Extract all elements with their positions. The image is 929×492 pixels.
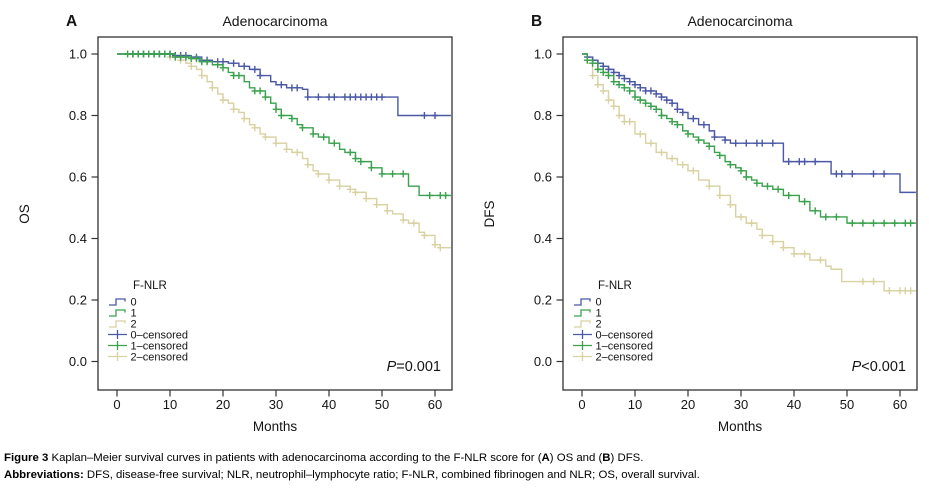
x-tick-label: 20 xyxy=(216,397,230,412)
legend-item-label: 0–censored xyxy=(131,330,189,342)
legend-plus-glyph xyxy=(572,352,592,361)
legend-step-glyph xyxy=(109,298,126,306)
legend-item-label: 2 xyxy=(595,319,601,331)
x-tick-label: 50 xyxy=(375,397,389,412)
y-tick-label: 1.0 xyxy=(533,47,551,62)
x-tick-label: 50 xyxy=(839,397,853,412)
y-tick-label: 0.4 xyxy=(533,231,551,246)
legend-step-glyph xyxy=(573,298,591,306)
x-tick-label: 60 xyxy=(892,397,906,412)
legend-plus-glyph xyxy=(108,330,127,339)
legend-item-label: 2–censored xyxy=(131,352,189,364)
legend-item-label: 2 xyxy=(131,319,137,331)
legend-step-glyph xyxy=(109,320,126,328)
legend-title: F-NLR xyxy=(598,280,632,292)
y-tick-label: 0.6 xyxy=(533,170,551,185)
censor-marks-2 xyxy=(588,72,914,295)
legend-step-glyph xyxy=(573,320,591,328)
censor-marks-0 xyxy=(583,53,887,178)
y-tick-label: 0.2 xyxy=(533,293,551,308)
censor-marks-1 xyxy=(124,50,449,199)
x-tick-label: 30 xyxy=(733,397,747,412)
y-tick-label: 0.0 xyxy=(533,354,551,369)
legend-item-label: 2–censored xyxy=(595,352,653,364)
caption-text: Kaplan–Meier survival curves in patients… xyxy=(51,452,542,464)
caption-text: ) DFS. xyxy=(610,452,644,464)
legend-step-glyph xyxy=(109,309,126,317)
panel-a: A Adenocarcinoma 0.0 0.2 0.4 0.6 0.8 1.0 0 10 20 30… xyxy=(0,0,465,442)
x-tick-label: 10 xyxy=(163,397,177,412)
caption-bold-text: A xyxy=(541,452,550,464)
caption-bold-text: Figure 3 xyxy=(4,452,52,464)
panel-label: B xyxy=(531,13,542,30)
y-tick-label: 0.6 xyxy=(69,170,87,185)
legend-step-glyph xyxy=(573,309,591,317)
x-tick-label: 10 xyxy=(627,397,641,412)
y-tick-label: 0.0 xyxy=(69,354,87,369)
km-curve-0 xyxy=(581,53,916,194)
y-tick-label: 0.2 xyxy=(69,293,87,308)
x-tick-label: 0 xyxy=(113,397,120,412)
y-tick-label: 0.8 xyxy=(69,108,87,123)
x-tick-label: 20 xyxy=(680,397,694,412)
x-axis-title: Months xyxy=(253,419,298,434)
chart-panels: A Adenocarcinoma 0.0 0.2 0.4 0.6 0.8 1.0 0 10 20 30… xyxy=(0,0,929,442)
censor-marks-2 xyxy=(129,50,444,252)
x-tick-label: 40 xyxy=(786,397,800,412)
legend-item-label: 1–censored xyxy=(595,341,653,353)
y-axis-title: OS xyxy=(17,204,32,224)
p-value: P=0.001 xyxy=(387,359,441,375)
plot-frame xyxy=(561,36,918,391)
caption-text: DFS, disease-free survival; NLR, neutrop… xyxy=(86,468,700,481)
p-value: P<0.001 xyxy=(851,359,905,375)
legend-plus-glyph xyxy=(108,341,127,350)
chart-title: Adenocarcinoma xyxy=(687,13,792,29)
x-tick-label: 30 xyxy=(269,397,283,412)
figure-caption-line1: Figure 3 Kaplan–Meier survival curves in… xyxy=(4,450,921,467)
legend-item-label: 1–censored xyxy=(131,341,189,353)
legend-item-label: 0–censored xyxy=(595,330,653,342)
legend-item-label: 0 xyxy=(595,297,601,309)
legend-title: F-NLR xyxy=(133,280,167,292)
y-tick-label: 0.4 xyxy=(69,231,87,246)
censor-marks-1 xyxy=(583,56,914,227)
figure-caption-line2: Abbreviations: DFS, disease-free surviva… xyxy=(4,467,921,484)
legend-item-label: 1 xyxy=(595,308,601,320)
x-tick-label: 40 xyxy=(322,397,336,412)
km-curve-1 xyxy=(581,53,916,224)
caption-bold-text: Abbreviations: xyxy=(4,468,87,481)
x-tick-label: 0 xyxy=(578,397,585,412)
panel-b: B Adenocarcinoma 0.0 0.2 0.4 0.6 0.8 1.0 0 10 20 30… xyxy=(465,0,929,442)
caption-bold-text: B xyxy=(602,452,611,464)
y-tick-label: 0.8 xyxy=(533,108,551,123)
km-curve-2 xyxy=(117,53,451,249)
panel-label: A xyxy=(66,13,77,30)
caption-text: ) OS and ( xyxy=(549,452,603,464)
km-curve-2 xyxy=(581,53,916,292)
figure-caption: Figure 3 Kaplan–Meier survival curves in… xyxy=(0,442,929,483)
plot-frame xyxy=(97,36,453,391)
legend-item-label: 1 xyxy=(131,308,137,320)
y-axis-title: DFS xyxy=(482,201,497,228)
chart-title: Adenocarcinoma xyxy=(222,13,327,29)
y-tick-label: 1.0 xyxy=(69,47,87,62)
legend-item-label: 0 xyxy=(131,297,137,309)
legend-plus-glyph xyxy=(572,341,592,350)
legend-plus-glyph xyxy=(572,330,592,339)
x-axis-title: Months xyxy=(717,419,762,434)
x-tick-label: 60 xyxy=(428,397,442,412)
legend-plus-glyph xyxy=(108,352,127,361)
censor-marks-0 xyxy=(129,50,439,119)
